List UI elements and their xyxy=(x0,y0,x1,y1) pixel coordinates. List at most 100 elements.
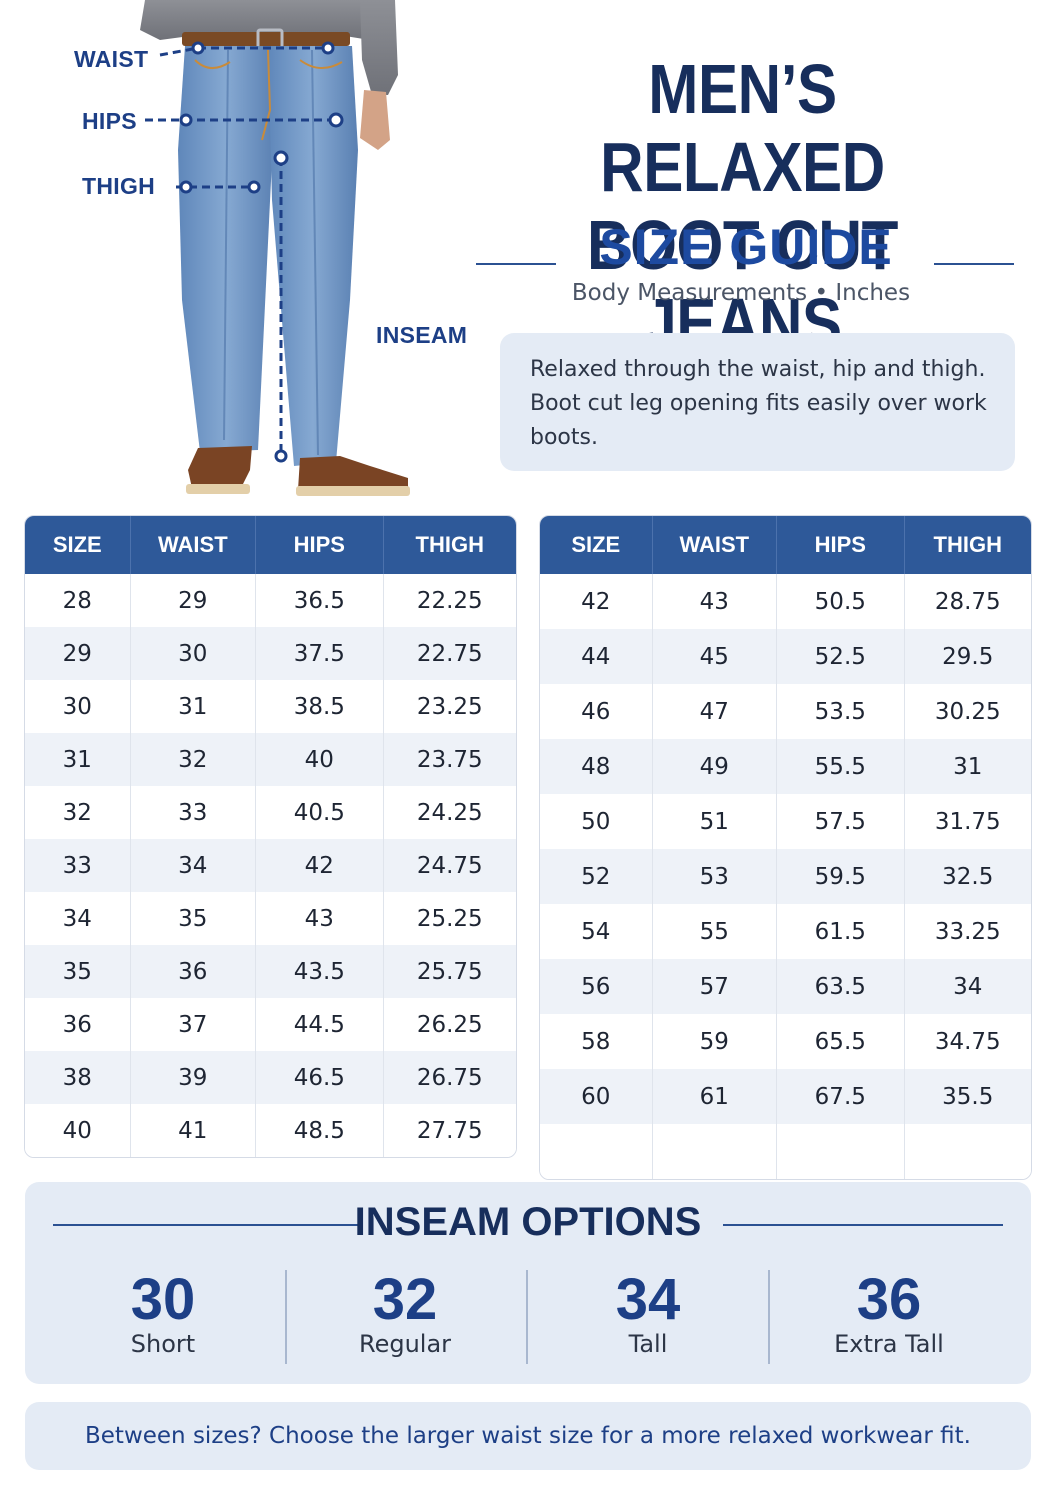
table-cell: 65.5 xyxy=(777,1014,905,1069)
table-cell: 49 xyxy=(653,739,778,794)
table-cell: 36.5 xyxy=(256,574,384,627)
subtitle-rule-right xyxy=(934,263,1014,265)
column-header: SIZE xyxy=(540,516,653,574)
table-row: 52 53 59.5 32.5 xyxy=(540,849,1031,904)
table-cell: 40 xyxy=(25,1104,131,1157)
subtitle-rule-left xyxy=(476,263,556,265)
table-cell: 60 xyxy=(540,1069,653,1124)
table-row: 46 47 53.5 30.25 xyxy=(540,684,1031,739)
table-cell: 59.5 xyxy=(777,849,905,904)
hips-label: HIPS xyxy=(82,108,137,134)
inseam-options-panel: INSEAM OPTIONS 30 Short 32 Regular 34 Ta… xyxy=(25,1182,1031,1384)
inseam-length: 32 xyxy=(372,1267,438,1332)
table-cell: 34 xyxy=(131,839,257,892)
table-cell: 61 xyxy=(653,1069,778,1124)
table-cell: 31.75 xyxy=(934,808,1001,835)
table-row: 58 59 65.5 34.75 xyxy=(540,1014,1031,1069)
column-header: WAIST xyxy=(131,516,257,574)
table-cell: 26.25 xyxy=(416,1011,483,1038)
table-cell xyxy=(540,1124,653,1179)
table-row: 30 31 38.5 23.25 xyxy=(25,680,516,733)
page-title: MEN’S RELAXED BOOT CUT JEANS xyxy=(508,50,977,362)
table-cell: 50 xyxy=(540,794,653,849)
inseam-label: Extra Tall xyxy=(834,1330,944,1358)
table-cell: 57 xyxy=(653,959,778,1014)
table-cell: 53 xyxy=(653,849,778,904)
table-row: 54 55 61.5 33.25 xyxy=(540,904,1031,959)
table-cell: 59 xyxy=(653,1014,778,1069)
table-cell: 29.5 xyxy=(942,643,994,670)
table-cell: 48.5 xyxy=(256,1104,384,1157)
table-header: SIZE WAIST HIPS THIGH xyxy=(540,516,1031,574)
table-cell: 44 xyxy=(540,629,653,684)
table-cell: 32 xyxy=(131,733,257,786)
table-cell: 48 xyxy=(540,739,653,794)
table-cell: 30 xyxy=(131,627,257,680)
table-cell: 42 xyxy=(256,839,384,892)
table-cell: 35 xyxy=(131,892,257,945)
thigh-label: THIGH xyxy=(82,173,156,199)
units-text: Body Measurements • Inches xyxy=(571,280,911,306)
table-cell: 40 xyxy=(256,733,384,786)
table-cell: 28 xyxy=(25,574,131,627)
table-cell: 33.25 xyxy=(934,918,1001,945)
table-row: 40 41 48.5 27.75 xyxy=(25,1104,516,1157)
table-row xyxy=(540,1124,1031,1179)
table-cell: 56 xyxy=(540,959,653,1014)
table-row: 32 33 40.5 24.25 xyxy=(25,786,516,839)
table-cell: 25.25 xyxy=(416,905,483,932)
table-cell xyxy=(905,1124,1031,1179)
inseam-option-regular: 32 Regular xyxy=(285,1267,525,1359)
table-cell: 33 xyxy=(131,786,257,839)
table-cell: 34.75 xyxy=(934,1028,1001,1055)
table-body: 28 29 36.5 22.25 29 30 37.5 22.75 30 31 38.5 23.25 3… xyxy=(25,574,516,1157)
table-cell: 23.25 xyxy=(416,693,483,720)
table-cell: 61.5 xyxy=(777,904,905,959)
table-cell: 57.5 xyxy=(777,794,905,849)
table-cell: 63.5 xyxy=(777,959,905,1014)
table-cell: 42 xyxy=(540,574,653,629)
table-cell: 58 xyxy=(540,1014,653,1069)
table-row: 60 61 67.5 35.5 xyxy=(540,1069,1031,1124)
table-cell: 54 xyxy=(540,904,653,959)
table-cell xyxy=(777,1124,905,1179)
inseam-label: INSEAM xyxy=(376,322,468,348)
inseam-option-tall: 34 Tall xyxy=(528,1270,768,1359)
table-cell: 23.75 xyxy=(416,746,483,773)
table-cell: 24.25 xyxy=(416,799,483,826)
inseam-rule-right xyxy=(723,1224,1003,1226)
divider xyxy=(768,1270,770,1364)
table-cell: 55 xyxy=(653,904,778,959)
table-cell: 27.75 xyxy=(416,1117,483,1144)
jeans-illustration: WAIST HIPS THIGH INSEAM xyxy=(0,0,470,500)
column-header: THIGH xyxy=(415,532,484,557)
table-body: 42 43 50.5 28.75 44 45 52.5 29.5 46 47 53.5 30.25 48… xyxy=(540,574,1031,1179)
table-row: 28 29 36.5 22.25 xyxy=(25,574,516,627)
table-cell: 26.75 xyxy=(416,1064,483,1091)
inseam-option-extra-tall: 36 Extra Tall xyxy=(769,1270,1009,1359)
title-line-1: MEN’S RELAXED xyxy=(600,50,885,206)
table-cell: 35.5 xyxy=(942,1083,994,1110)
table-cell xyxy=(653,1124,778,1179)
table-cell: 30 xyxy=(25,680,131,733)
table-cell: 24.75 xyxy=(416,852,483,879)
table-cell: 44.5 xyxy=(256,998,384,1051)
table-row: 56 57 63.5 34 xyxy=(540,959,1031,1014)
table-row: 33 34 42 24.75 xyxy=(25,839,516,892)
table-cell: 43 xyxy=(653,574,778,629)
size-table-left: SIZE WAIST HIPS THIGH 28 29 36.5 22.25 29 30 37.5 2… xyxy=(24,515,517,1158)
size-table-right: SIZE WAIST HIPS THIGH 42 43 50.5 28.75 44 45 52.5 2… xyxy=(539,515,1032,1180)
table-row: 29 30 37.5 22.75 xyxy=(25,627,516,680)
table-cell: 25.75 xyxy=(416,958,483,985)
table-cell: 35 xyxy=(25,945,131,998)
table-cell: 47 xyxy=(653,684,778,739)
table-cell: 22.75 xyxy=(416,640,483,667)
table-cell: 37.5 xyxy=(256,627,384,680)
table-row: 34 35 43 25.25 xyxy=(25,892,516,945)
table-cell: 40.5 xyxy=(256,786,384,839)
table-cell: 43 xyxy=(256,892,384,945)
table-cell: 32.5 xyxy=(942,863,994,890)
divider xyxy=(526,1270,528,1364)
inseam-rule-left xyxy=(53,1224,358,1226)
fit-description: Relaxed through the waist, hip and thigh… xyxy=(500,333,1015,471)
